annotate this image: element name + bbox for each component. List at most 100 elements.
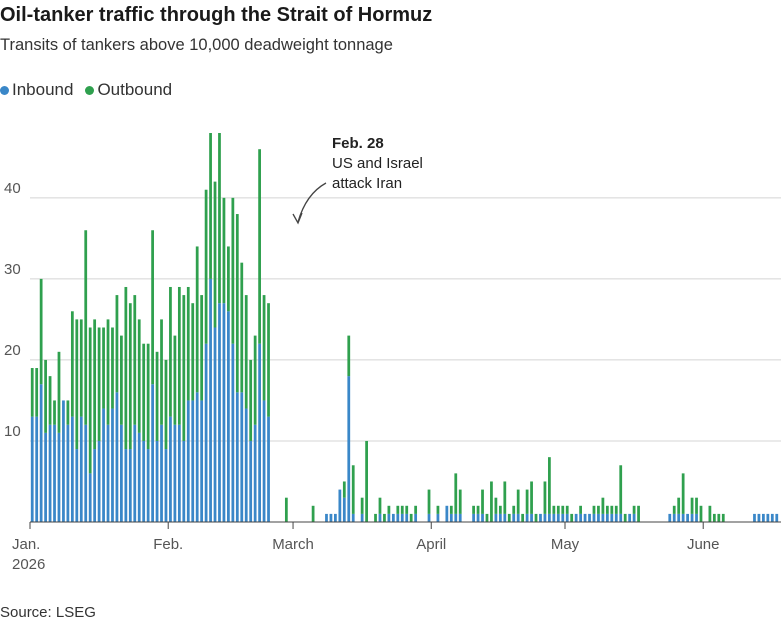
bar-outbound <box>507 513 511 522</box>
bar-outbound <box>570 513 574 522</box>
bar-outbound <box>244 295 248 409</box>
bar-outbound <box>365 440 368 522</box>
bar-outbound <box>681 473 685 514</box>
bar-outbound <box>601 497 605 514</box>
bar-outbound <box>258 149 261 344</box>
bar-inbound <box>543 513 547 522</box>
bar-inbound <box>218 303 221 522</box>
bar-inbound <box>565 513 569 522</box>
bar-inbound <box>186 400 190 522</box>
bar-outbound <box>262 295 266 401</box>
bar-inbound <box>753 513 756 522</box>
bar-inbound <box>481 513 484 522</box>
bar-outbound <box>699 505 703 522</box>
bar-inbound <box>601 513 605 522</box>
y-tick-label-30: 30 <box>4 261 21 278</box>
bar-outbound <box>498 505 502 514</box>
bar-inbound <box>632 513 636 522</box>
legend-item-inbound: Inbound <box>0 80 73 100</box>
bar-outbound <box>383 513 386 522</box>
chart-subtitle: Transits of tankers above 10,000 deadwei… <box>0 36 393 54</box>
bar-inbound <box>267 416 270 522</box>
bar-outbound <box>164 359 168 450</box>
bar-outbound <box>592 505 596 514</box>
bar-outbound <box>227 246 230 312</box>
annotation-arrowhead <box>292 212 303 225</box>
bar-outbound <box>142 343 146 441</box>
x-tick-label-feb: Feb. <box>153 536 183 553</box>
bar-inbound <box>213 327 217 522</box>
bar-inbound <box>387 513 391 522</box>
bar-outbound <box>311 505 315 522</box>
bar-inbound <box>164 449 168 522</box>
bar-outbound <box>191 303 195 401</box>
x-tick-label-jan: Jan. <box>12 536 40 553</box>
bar-outbound <box>525 489 529 514</box>
bar-outbound <box>436 505 440 514</box>
bar-outbound <box>400 505 404 514</box>
bar-inbound <box>93 449 97 522</box>
bar-inbound <box>610 513 614 522</box>
bar-outbound <box>449 505 453 514</box>
bar-outbound <box>610 505 614 514</box>
bar-inbound <box>668 513 672 522</box>
bar-outbound <box>249 359 253 441</box>
bar-inbound <box>614 513 618 522</box>
bar-inbound <box>258 343 261 522</box>
bar-outbound <box>490 481 493 522</box>
bar-inbound <box>240 392 244 522</box>
y-tick-label-20: 20 <box>4 342 21 359</box>
bar-outbound <box>721 513 725 522</box>
bar-outbound <box>516 489 520 514</box>
bar-inbound <box>757 513 761 522</box>
bar-outbound <box>556 505 560 514</box>
bar-inbound <box>494 513 498 522</box>
bar-inbound <box>619 513 623 522</box>
bar-inbound <box>516 513 520 522</box>
bar-outbound <box>137 319 141 433</box>
bar-inbound <box>512 513 516 522</box>
bar-inbound <box>449 513 453 522</box>
bar-outbound <box>235 214 239 393</box>
bar-inbound <box>222 303 226 522</box>
bar-outbound <box>521 513 525 522</box>
bar-inbound <box>182 440 186 522</box>
bar-inbound <box>146 449 150 522</box>
bar-outbound <box>677 497 681 514</box>
bar-outbound <box>93 319 97 450</box>
bar-outbound <box>503 481 507 514</box>
bar-outbound <box>240 262 244 393</box>
bar-inbound <box>503 513 507 522</box>
bar-outbound <box>146 343 150 450</box>
bar-outbound <box>48 376 52 425</box>
bar-inbound <box>75 449 79 522</box>
bar-outbound <box>472 505 475 514</box>
bar-inbound <box>396 513 400 522</box>
bar-outbound <box>124 286 128 450</box>
bar-outbound <box>200 295 204 401</box>
bar-chart: 10 20 30 40 Jan. 2026 Feb. March April May June F… <box>4 133 781 573</box>
bar-inbound <box>378 513 382 522</box>
annotation-feb28: Feb. 28 US and Israel attack Iran <box>292 135 423 225</box>
bar-inbound <box>30 416 34 522</box>
y-axis: 10 20 30 40 <box>4 180 21 440</box>
bar-inbound <box>57 432 61 522</box>
bar-outbound <box>476 505 480 514</box>
bar-inbound <box>766 513 770 522</box>
bar-inbound <box>173 424 177 522</box>
bar-outbound <box>88 327 92 474</box>
bar-outbound <box>481 489 484 514</box>
bar-outbound <box>195 246 199 393</box>
bar-inbound <box>686 513 689 522</box>
bar-inbound <box>539 513 542 522</box>
bar-outbound <box>213 181 217 328</box>
bar-inbound <box>574 513 578 522</box>
annotation-line2: attack Iran <box>332 175 402 192</box>
bar-inbound <box>351 513 355 522</box>
x-tick-label-march: March <box>272 536 314 553</box>
bar-inbound <box>169 416 172 522</box>
bar-inbound <box>405 513 409 522</box>
bar-inbound <box>155 440 159 522</box>
bar-outbound <box>409 513 413 522</box>
bar-inbound <box>249 440 253 522</box>
